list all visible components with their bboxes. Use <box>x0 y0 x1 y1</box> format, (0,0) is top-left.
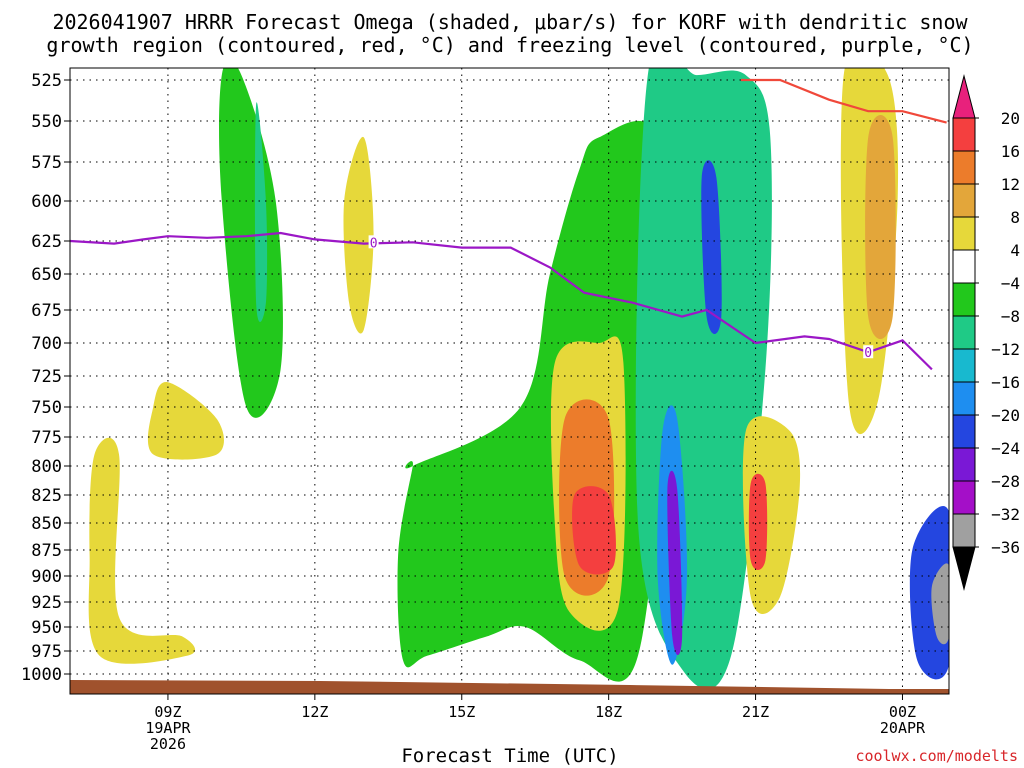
x-tick-label: 12Z <box>301 703 328 721</box>
colorbar-label: 16 <box>1001 142 1020 161</box>
x-tick-label: 18Z <box>595 703 622 721</box>
y-tick-label: 925 <box>31 593 62 613</box>
colorbar-label: −32 <box>991 505 1020 524</box>
terrain <box>70 680 949 694</box>
x-axis-label: Forecast Time (UTC) <box>401 745 618 767</box>
terrain-fill <box>70 680 949 694</box>
colorbar-band <box>952 183 976 218</box>
y-tick-label: 600 <box>31 192 62 212</box>
chart-title-line2: growth region (contoured, red, °C) and f… <box>46 33 973 57</box>
colorbar-band <box>952 447 976 482</box>
y-tick-label: 650 <box>31 265 62 285</box>
colorbar-legend: 20 16 12 8 4 −4 −8 −12 −16 −20 −24 −28 −32 −36 <box>952 74 1020 591</box>
contour-label-bg <box>863 345 874 359</box>
omega-region <box>254 102 268 323</box>
y-tick-label: 825 <box>31 486 62 506</box>
freezing-level-label: 0 <box>864 346 872 361</box>
colorbar-label: 12 <box>1001 175 1020 194</box>
colorbar-band <box>952 150 976 185</box>
omega-region <box>865 114 896 340</box>
omega-region <box>701 160 722 334</box>
omega-region <box>748 473 768 570</box>
x-tick-label: 2026 <box>150 735 186 753</box>
colorbar-band <box>952 480 976 515</box>
y-tick-label: 875 <box>31 541 62 561</box>
omega-region <box>931 563 949 645</box>
x-tick-label: 15Z <box>448 703 475 721</box>
y-tick-label: 900 <box>31 567 62 587</box>
omega-region <box>88 437 196 664</box>
y-tick-label: 625 <box>31 232 62 252</box>
x-tick-label: 21Z <box>742 703 769 721</box>
contour-lines: 00 <box>70 78 947 371</box>
colorbar-label: −16 <box>991 373 1020 392</box>
colorbar-band <box>952 348 976 383</box>
dgz-contour <box>740 78 947 124</box>
y-tick-label: 775 <box>31 428 62 448</box>
colorbar-label: −12 <box>991 340 1020 359</box>
colorbar-band <box>952 282 976 317</box>
y-tick-label: 525 <box>31 71 62 91</box>
colorbar-band <box>952 513 976 548</box>
contour-label-bg <box>368 235 379 249</box>
freezing-level-contour <box>70 231 933 371</box>
colorbar-label: 4 <box>1010 241 1020 260</box>
omega-region <box>219 68 283 418</box>
plot-frame <box>69 67 950 695</box>
omega-region <box>343 136 374 334</box>
y-tick-label: 975 <box>31 642 62 662</box>
x-tick-label: 20APR <box>880 719 926 737</box>
colorbar-band <box>952 381 976 416</box>
y-tick-label: 950 <box>31 618 62 638</box>
colorbar-band <box>952 117 976 152</box>
watermark: coolwx.com/modelts <box>855 747 1018 765</box>
y-axis: 525 550 575 600 625 650 675 700 725 750 775 800 825 8… <box>21 71 70 685</box>
x-tick-label: 19APR <box>145 719 191 737</box>
colorbar-label: −24 <box>991 439 1020 458</box>
colorbar-label: −28 <box>991 472 1020 491</box>
y-tick-label: 575 <box>31 153 62 173</box>
y-tick-label: 700 <box>31 334 62 354</box>
freezing-level-label: 0 <box>370 236 378 251</box>
colorbar-label: −8 <box>1001 307 1020 326</box>
colorbar-bottom-arrow <box>952 546 976 591</box>
colorbar-band <box>952 315 976 350</box>
colorbar-label: 20 <box>1001 109 1020 128</box>
colorbar-label: 8 <box>1010 208 1020 227</box>
colorbar-band <box>952 216 976 251</box>
omega-shading <box>88 68 949 690</box>
y-tick-label: 725 <box>31 367 62 387</box>
omega-region <box>147 382 224 460</box>
y-tick-label: 850 <box>31 514 62 534</box>
y-tick-label: 750 <box>31 398 62 418</box>
y-tick-label: 1000 <box>21 665 62 685</box>
x-tick-label: 00Z <box>889 703 916 721</box>
colorbar-label: −20 <box>991 406 1020 425</box>
omega-region <box>667 470 683 656</box>
colorbar-band <box>952 249 976 284</box>
y-tick-label: 800 <box>31 457 62 477</box>
colorbar-top-arrow <box>952 74 976 119</box>
x-tick-label: 09Z <box>154 703 181 721</box>
colorbar-band <box>952 414 976 449</box>
y-tick-label: 550 <box>31 112 62 132</box>
colorbar-label: −4 <box>1001 274 1020 293</box>
gridlines <box>70 68 949 694</box>
omega-region <box>572 486 616 575</box>
y-tick-label: 675 <box>31 301 62 321</box>
colorbar-label: −36 <box>991 538 1020 557</box>
chart-title-line1: 2026041907 HRRR Forecast Omega (shaded, … <box>52 10 968 34</box>
